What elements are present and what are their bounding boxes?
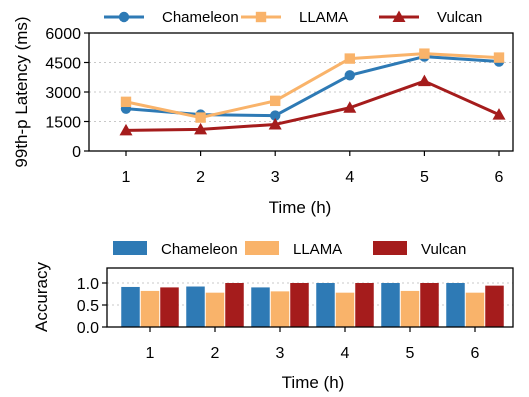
data-point <box>344 53 355 64</box>
plot-frame <box>88 32 514 152</box>
legend-swatch <box>373 241 407 255</box>
y-tick-label: 1500 <box>45 115 81 132</box>
legend-label: LLAMA <box>299 9 348 26</box>
legend-entry-chameleon: Chameleon <box>104 9 239 26</box>
data-point <box>270 110 281 121</box>
bar <box>121 286 140 327</box>
data-point <box>268 117 282 130</box>
legend-marker <box>392 10 406 22</box>
legend-label: LLAMA <box>293 241 342 258</box>
legend-label: Vulcan <box>421 241 466 258</box>
data-point <box>194 122 208 135</box>
data-point <box>417 74 431 87</box>
y-tick-label: 0.0 <box>77 320 99 337</box>
bar <box>400 290 420 327</box>
x-tick-label: 2 <box>211 345 220 362</box>
y-tick-label: 4500 <box>45 56 81 73</box>
y-tick-label: 0.5 <box>77 298 99 315</box>
data-point <box>119 123 133 136</box>
x-tick-label: 5 <box>406 345 415 362</box>
y-tick-label: 3000 <box>45 85 81 102</box>
x-tick-label: 6 <box>495 169 504 186</box>
x-tick-label: 4 <box>341 345 350 362</box>
y-tick-label: 6000 <box>45 26 81 43</box>
series-llama <box>120 48 505 123</box>
data-point <box>492 108 506 120</box>
bar <box>316 283 335 327</box>
data-point <box>493 52 505 63</box>
data-point <box>195 112 206 123</box>
legend-marker <box>255 11 267 23</box>
legend-entry-vulcan: Vulcan <box>379 9 482 26</box>
x-axis-label: Time (h) <box>269 198 332 217</box>
data-point <box>120 96 132 108</box>
x-tick-label: 5 <box>420 169 429 186</box>
bar <box>465 292 485 327</box>
y-tick-label: 1.0 <box>77 276 99 293</box>
x-axis-label: Time (h) <box>282 373 345 392</box>
bar <box>205 292 225 327</box>
legend-swatch <box>113 241 147 255</box>
bar <box>355 283 374 327</box>
x-tick-label: 2 <box>196 169 205 186</box>
bar <box>186 286 205 327</box>
x-tick-label: 1 <box>122 169 131 186</box>
legend-swatch <box>245 241 279 255</box>
bar <box>140 290 160 327</box>
bar <box>446 283 465 327</box>
bar <box>225 283 244 327</box>
legend-label: Vulcan <box>437 9 482 26</box>
bar <box>290 283 309 327</box>
legend-entry-llama: LLAMA <box>241 9 348 26</box>
bar <box>335 292 355 327</box>
y-axis-label: Accuracy <box>32 262 51 332</box>
bar-series-llama <box>140 290 485 327</box>
bar <box>381 283 400 327</box>
x-tick-label: 3 <box>276 345 285 362</box>
x-tick-label: 6 <box>471 345 480 362</box>
bar <box>420 283 439 327</box>
series-line <box>125 55 500 118</box>
data-point <box>343 101 357 113</box>
bar <box>160 287 179 327</box>
x-tick-label: 3 <box>271 169 280 186</box>
y-tick-label: 0 <box>72 144 81 161</box>
plot-frame <box>106 267 514 328</box>
series-vulcan <box>119 74 506 136</box>
data-point <box>270 95 281 107</box>
x-tick-label: 4 <box>345 169 354 186</box>
legend-entry-chameleon: Chameleon <box>113 241 238 258</box>
series-chameleon <box>120 51 505 121</box>
legend-marker <box>118 11 130 23</box>
y-axis-label: 99th-p Latency (ms) <box>12 16 31 167</box>
legend-label: Chameleon <box>162 9 239 26</box>
bar-series-chameleon <box>121 283 465 327</box>
bar <box>270 291 290 327</box>
legend-entry-vulcan: Vulcan <box>373 241 466 258</box>
bar <box>485 285 504 327</box>
bar <box>251 287 270 327</box>
series-line <box>125 52 500 120</box>
data-point <box>419 48 430 59</box>
legend-entry-llama: LLAMA <box>245 241 342 258</box>
bar-series-vulcan <box>160 283 504 327</box>
x-tick-label: 1 <box>146 345 155 362</box>
legend-label: Chameleon <box>161 241 238 258</box>
data-point <box>344 70 355 81</box>
series-line <box>125 79 500 132</box>
